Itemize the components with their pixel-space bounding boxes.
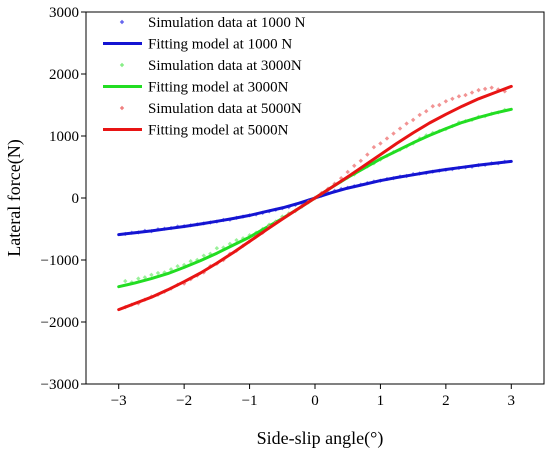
- x-tick-label: −1: [242, 393, 258, 409]
- legend-label: Fitting model at 5000N: [148, 123, 289, 139]
- legend-marker: [119, 105, 125, 111]
- scatter-point: [142, 275, 148, 280]
- legend-label: Fitting model at 1000 N: [148, 37, 292, 53]
- y-tick-label: −2000: [41, 315, 79, 331]
- scatter-point: [181, 262, 187, 268]
- y-tick-label: 3000: [49, 5, 79, 21]
- y-tick-label: −3000: [41, 377, 79, 393]
- scatter-point: [476, 87, 481, 93]
- legend: Simulation data at 1000 N Fitting model a…: [103, 15, 306, 139]
- scatter-point: [234, 237, 239, 243]
- scatter-point: [155, 270, 161, 276]
- scatter-point: [424, 109, 429, 114]
- scatter-point: [338, 175, 344, 181]
- x-axis-ticks: −3 −2 −1 0 1 2 3: [111, 384, 515, 409]
- scatter-point: [345, 169, 350, 175]
- scatter-point: [391, 131, 396, 136]
- y-tick-label: 2000: [49, 67, 79, 83]
- scatter-point: [430, 104, 435, 109]
- scatter-point: [181, 281, 187, 286]
- scatter-point: [489, 85, 494, 90]
- legend-label: Fitting model at 3000N: [148, 80, 289, 96]
- scatter-point: [469, 90, 475, 95]
- scatter-point: [175, 264, 180, 269]
- scatter-point: [365, 152, 370, 157]
- scatter-point: [384, 136, 390, 141]
- scatter-point: [450, 96, 455, 101]
- scatter-point: [482, 86, 488, 92]
- y-tick-label: 0: [72, 191, 80, 207]
- scatter-point: [201, 253, 206, 258]
- scatter-point: [378, 141, 383, 146]
- legend-marker: [119, 19, 125, 25]
- x-tick-label: 2: [442, 393, 450, 409]
- scatter-point: [188, 259, 193, 264]
- legend-label: Simulation data at 5000N: [148, 101, 302, 117]
- scatter-point: [410, 117, 416, 123]
- legend-item: Fitting model at 1000 N: [103, 37, 292, 53]
- scatter-point: [149, 272, 154, 278]
- x-tick-label: 3: [508, 393, 516, 409]
- scatter-point: [371, 144, 377, 150]
- legend-item: Simulation data at 5000N: [119, 101, 302, 117]
- scatter-point: [214, 246, 220, 251]
- legend-item: Fitting model at 3000N: [103, 80, 289, 96]
- scatter-point: [417, 112, 422, 118]
- scatter-point: [404, 121, 409, 126]
- x-tick-label: −3: [111, 393, 127, 409]
- legend-item: Simulation data at 3000N: [119, 58, 302, 74]
- scatter-point: [162, 270, 167, 275]
- fit-line-6: [117, 84, 513, 312]
- y-axis-title: Lateral force(N): [4, 139, 25, 256]
- legend-item: Simulation data at 1000 N: [119, 15, 306, 31]
- x-tick-label: 0: [311, 393, 319, 409]
- scatter-point: [136, 276, 141, 281]
- legend-marker: [119, 62, 125, 68]
- scatter-point: [352, 163, 357, 168]
- scatter-point: [437, 102, 442, 108]
- series-layer: [117, 84, 513, 312]
- scatter-point: [463, 92, 468, 98]
- y-axis-ticks: −3000 −2000 −1000 0 1000 2000 3000: [41, 5, 86, 393]
- scatter-point: [123, 278, 128, 284]
- legend-item: Fitting model at 5000N: [103, 123, 289, 139]
- scatter-point: [397, 126, 403, 131]
- x-axis-title: Side-slip angle(°): [257, 428, 384, 449]
- legend-label: Simulation data at 1000 N: [148, 15, 306, 31]
- y-tick-label: −1000: [41, 253, 79, 269]
- scatter-point: [358, 158, 363, 163]
- x-tick-label: −2: [176, 393, 192, 409]
- legend-label: Simulation data at 3000N: [148, 58, 302, 74]
- scatter-point: [443, 99, 449, 104]
- scatter-point: [456, 94, 462, 99]
- y-tick-label: 1000: [49, 129, 79, 145]
- x-tick-label: 1: [377, 393, 385, 409]
